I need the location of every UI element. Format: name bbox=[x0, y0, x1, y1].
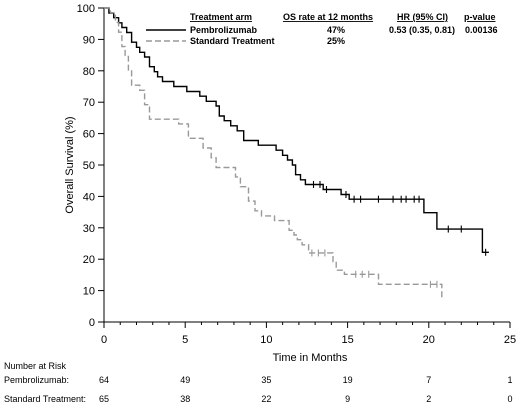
risk-value-pembrolizumab: 1 bbox=[507, 375, 512, 385]
risk-value-pembrolizumab: 64 bbox=[99, 375, 109, 385]
legend-pvalue-value: 0.00136 bbox=[465, 25, 498, 35]
y-tick-label: 10 bbox=[83, 286, 95, 298]
y-tick-label: 100 bbox=[77, 3, 95, 15]
risk-value-pembrolizumab: 49 bbox=[180, 375, 190, 385]
risk-value-standard: 9 bbox=[345, 394, 350, 404]
y-tick-label: 90 bbox=[83, 34, 95, 46]
axes: 0 10 20 30 40 50 60 70 80 90 100 0 5 10 15 20 25 Time in … bbox=[64, 3, 516, 364]
y-tick-label: 50 bbox=[83, 160, 95, 172]
y-axis-title: Overall Survival (%) bbox=[64, 116, 76, 213]
x-tick-label: 0 bbox=[101, 334, 107, 346]
legend-os-rate-pembrolizumab: 47% bbox=[327, 25, 345, 35]
legend-header-arm: Treatment arm bbox=[190, 12, 252, 22]
legend-label-pembrolizumab: Pembrolizumab bbox=[190, 25, 258, 35]
y-tick-label: 20 bbox=[83, 254, 95, 266]
risk-row-label-pembrolizumab: Pembrolizumab: bbox=[4, 375, 69, 385]
risk-value-standard: 22 bbox=[261, 394, 271, 404]
legend-header-pvalue: p-value bbox=[464, 12, 496, 22]
risk-value-standard: 38 bbox=[180, 394, 190, 404]
risk-value-standard: 0 bbox=[507, 394, 512, 404]
risk-value-pembrolizumab: 19 bbox=[343, 375, 353, 385]
y-tick-label: 80 bbox=[83, 66, 95, 78]
y-tick-label: 70 bbox=[83, 97, 95, 109]
risk-table: Number at Risk Pembrolizumab: Standard T… bbox=[4, 361, 513, 404]
risk-value-pembrolizumab: 35 bbox=[261, 375, 271, 385]
legend-header-hr: HR (95% CI) bbox=[397, 12, 448, 22]
x-tick-label: 25 bbox=[504, 334, 516, 346]
risk-value-pembrolizumab: 7 bbox=[426, 375, 431, 385]
x-tick-label: 10 bbox=[260, 334, 272, 346]
x-axis-title: Time in Months bbox=[273, 352, 348, 364]
legend-header-os-rate: OS rate at 12 months bbox=[283, 12, 373, 22]
legend-hr-value: 0.53 (0.35, 0.81) bbox=[389, 25, 455, 35]
risk-value-standard: 65 bbox=[99, 394, 109, 404]
y-tick-label: 0 bbox=[89, 317, 95, 329]
km-curve-pembrolizumab bbox=[104, 7, 489, 253]
risk-table-title: Number at Risk bbox=[4, 361, 67, 371]
legend-label-standard: Standard Treatment bbox=[190, 36, 275, 46]
x-tick-label: 20 bbox=[423, 334, 435, 346]
legend: Treatment arm OS rate at 12 months HR (9… bbox=[146, 12, 498, 46]
risk-row-label-standard: Standard Treatment: bbox=[4, 394, 86, 404]
y-tick-label: 60 bbox=[83, 129, 95, 141]
legend-os-rate-standard: 25% bbox=[327, 36, 345, 46]
y-tick-label: 30 bbox=[83, 223, 95, 235]
series-layer bbox=[104, 7, 489, 300]
y-tick-label: 40 bbox=[83, 191, 95, 203]
x-tick-label: 5 bbox=[182, 334, 188, 346]
km-curve-standard bbox=[104, 7, 443, 300]
risk-value-standard: 2 bbox=[426, 394, 431, 404]
x-tick-label: 15 bbox=[341, 334, 353, 346]
